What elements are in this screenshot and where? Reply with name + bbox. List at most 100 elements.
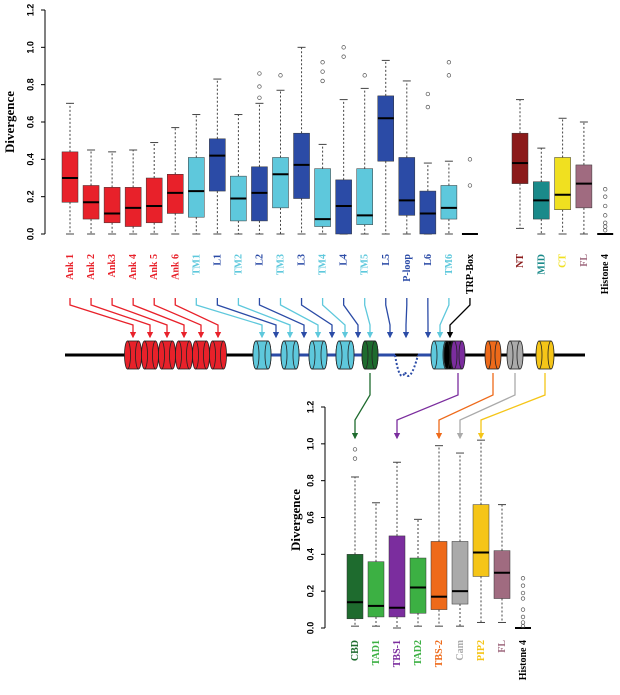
x-tick-label: NT [515,254,526,268]
arrow [435,373,494,440]
ankyrin-repeat-cap [141,340,148,370]
cam-domain-cap [516,340,524,370]
box [451,541,469,605]
outlier [320,78,325,84]
box-chart: 0.0 0.2 0.4 0.6 0.8 1.0 1.2 Divergence CBD TAD1 TB… [288,401,531,680]
tm-segment-cap [335,340,343,370]
arrow [90,298,154,339]
y-tick-label: 0.0 [25,228,35,241]
box [209,138,226,192]
box [272,157,289,209]
x-tick-label: L4 [339,254,350,266]
x-tick-label: L1 [212,254,223,266]
y-tick-label: 0.4 [305,548,315,561]
cam-domain-cap [506,340,514,370]
trp-box-cap [443,340,451,370]
outlier [320,69,325,74]
y-tick-label: 0.2 [25,190,35,203]
box [440,185,458,220]
arrow [351,373,371,440]
x-tick-label: Ank 5 [149,254,160,280]
box [356,168,373,225]
arrow [343,298,362,339]
arrow [153,298,205,339]
x-tick-label: Ank3 [107,254,118,277]
arrow [279,298,322,339]
box [409,557,427,614]
outlier [603,213,608,218]
cbd-domain-cap [361,340,369,370]
outlier [520,620,526,625]
y-tick-label: 1.0 [305,438,315,451]
box [377,95,394,162]
x-tick-label: Ank 4 [128,254,139,280]
tm-segment-cap [308,340,316,370]
arrow [111,298,171,339]
box-chart: NT MID CT FL Histone 4 [511,99,614,294]
arrow [446,298,471,339]
y-tick-label: 0.6 [305,511,315,524]
outlier [257,71,262,76]
pip2-domain-cap [535,340,543,370]
outlier [467,183,473,188]
x-tick-label: FL [579,254,590,267]
x-tick-label: TAD1 [371,640,382,665]
x-tick-label: TM5 [360,254,371,275]
tbs-domain-cap [458,340,466,370]
x-tick-label: TBS-1 [392,640,403,667]
box-chart: 0.0 0.2 0.4 0.6 0.8 1.0 1.2 Divergence Ank 1 Ank … [2,4,478,294]
outlier [446,60,452,65]
tm-segment-cap [280,340,288,370]
outlier [257,84,262,89]
outlier [520,614,526,620]
outlier [520,596,526,601]
box [398,157,416,216]
x-tick-label: TM3 [276,254,287,275]
box [367,561,385,618]
ankyrin-repeat-cap [220,340,227,370]
ankyrin-repeat-cap [152,340,159,370]
outlier [520,583,526,588]
outlier [352,456,358,461]
x-tick-label: Histone 4 [600,254,611,294]
x-tick-label: TM6 [444,254,455,275]
ankyrin-repeat-cap [192,340,199,370]
x-tick-label: L2 [254,254,265,266]
tm-segment-cap [347,340,355,370]
y-axis-title: Divergence [288,489,303,551]
ankyrin-repeat-cap [124,340,131,370]
y-axis-title: Divergence [2,91,17,153]
domain-diagram [65,298,585,440]
box [575,164,593,209]
x-tick-label: Ank 2 [86,254,97,280]
y-tick-label: 1.0 [25,41,35,54]
x-tick-label: TBS-2 [434,640,445,667]
arrow [456,373,516,440]
outlier [425,104,431,110]
outlier [341,54,346,59]
ankyrin-repeat-cap [158,340,165,370]
box [430,541,448,610]
arrow [237,298,294,339]
arrow [402,298,410,339]
arrow [321,298,349,339]
ankyrin-repeat-cap [169,340,176,370]
arrow [132,298,188,339]
box [314,168,331,227]
box [493,550,511,599]
ankyrin-repeat-cap [203,340,210,370]
outlier [603,220,608,225]
outlier [257,95,262,100]
box [472,504,490,577]
outlier [467,157,473,162]
arrow [258,298,308,339]
x-tick-label: Histone 4 [518,640,529,680]
outlier [603,203,608,209]
box [103,187,121,224]
x-tick-label: L3 [297,254,308,266]
outlier [603,194,608,199]
arrow [393,373,459,440]
x-tick-label: L5 [381,254,392,266]
box [188,157,205,218]
tbs2-domain-cap [494,340,502,370]
